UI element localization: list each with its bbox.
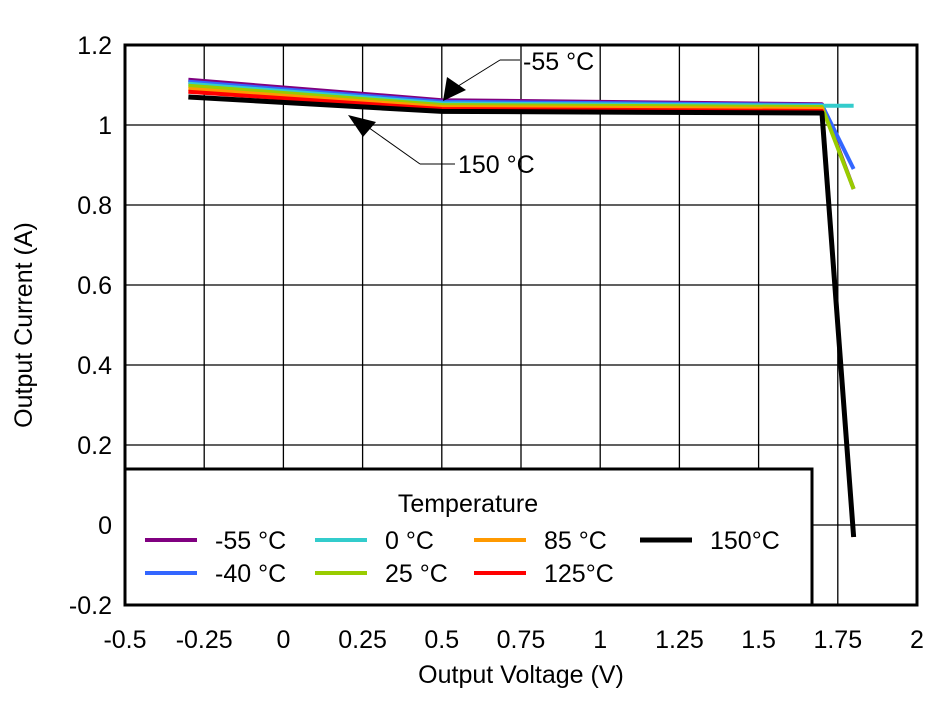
x-tick-label: 1	[593, 626, 607, 654]
y-tick-label: 0.8	[77, 192, 112, 220]
legend-label: 125°C	[544, 560, 614, 588]
x-tick-label: 2	[910, 626, 924, 654]
legend-label: 25 °C	[385, 560, 448, 588]
annotation-arrow-icon	[348, 115, 376, 137]
x-axis-label: Output Voltage (V)	[418, 661, 624, 689]
annotation-arrow-icon	[443, 77, 466, 101]
y-tick-label: 1.2	[77, 32, 112, 60]
x-tick-label: 0.25	[338, 626, 387, 654]
x-tick-label: -0.5	[103, 626, 146, 654]
series-lines	[188, 77, 857, 538]
series-line	[188, 94, 857, 538]
x-tick-label: 1.5	[741, 626, 776, 654]
legend-label: 0 °C	[385, 527, 434, 555]
x-tick-label: 0.5	[424, 626, 459, 654]
legend-label: 150°C	[710, 527, 780, 555]
x-tick-label: 1.25	[655, 626, 704, 654]
y-tick-label: -0.2	[69, 592, 112, 620]
legend-box	[123, 467, 814, 607]
annotation-leader-line	[364, 124, 421, 165]
x-tick-label: 0	[276, 626, 290, 654]
legend: Temperature -55 °C -40 °C 0 °C 25 °C 85 °C 12…	[123, 467, 814, 607]
annotation-label: -55 °C	[523, 48, 594, 76]
y-axis-label: Output Current (A)	[10, 222, 38, 428]
y-tick-label: 0.2	[77, 432, 112, 460]
y-tick-label: 0.6	[77, 272, 112, 300]
legend-label: 85 °C	[544, 527, 607, 555]
y-tick-label: 0.4	[77, 352, 112, 380]
x-tick-label: 0.75	[497, 626, 546, 654]
x-tick-label: -0.25	[176, 626, 233, 654]
legend-label: -40 °C	[215, 560, 286, 588]
legend-title: Temperature	[398, 490, 538, 518]
annotations: -55 °C 150 °C	[348, 48, 594, 179]
annotation-label: 150 °C	[458, 151, 535, 179]
y-tick-label: 0	[98, 512, 112, 540]
x-tick-label: 1.75	[813, 626, 862, 654]
tick-labels: -0.5 -0.25 0 0.25 0.5 0.75 1 1.25 1.5 1.75 2 -0.2 0 0…	[69, 32, 924, 654]
annotation-leader-line	[454, 59, 501, 89]
y-tick-label: 1	[98, 112, 112, 140]
legend-label: -55 °C	[215, 527, 286, 555]
